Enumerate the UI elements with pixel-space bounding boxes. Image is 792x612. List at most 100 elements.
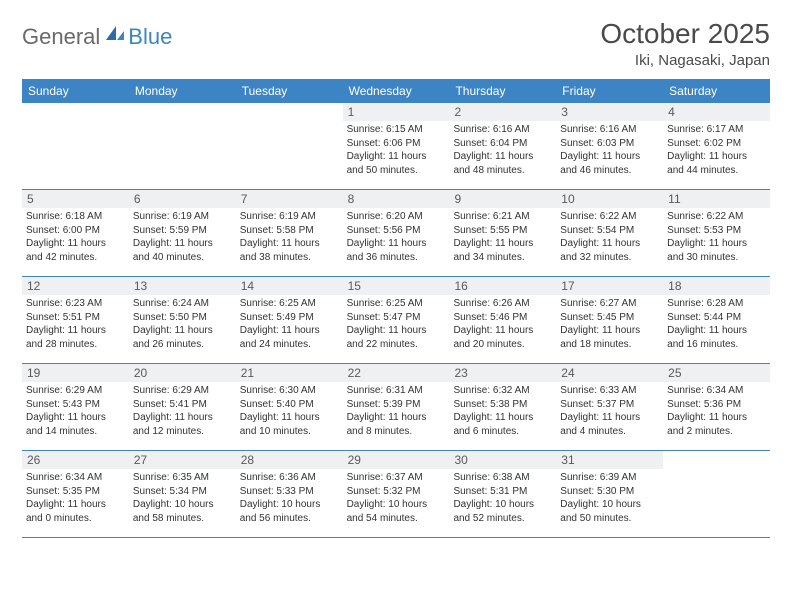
sunset-text: Sunset: 5:55 PM bbox=[453, 224, 552, 238]
sunrise-text: Sunrise: 6:38 AM bbox=[453, 471, 552, 485]
day-number: 23 bbox=[449, 364, 556, 382]
day-number bbox=[236, 103, 343, 121]
sunset-text: Sunset: 5:54 PM bbox=[560, 224, 659, 238]
day-cell: 28Sunrise: 6:36 AMSunset: 5:33 PMDayligh… bbox=[236, 451, 343, 537]
day-cell: 15Sunrise: 6:25 AMSunset: 5:47 PMDayligh… bbox=[343, 277, 450, 363]
day-cell: 3Sunrise: 6:16 AMSunset: 6:03 PMDaylight… bbox=[556, 103, 663, 189]
daylight-text-1: Daylight: 10 hours bbox=[347, 498, 446, 512]
sunrise-text: Sunrise: 6:28 AM bbox=[667, 297, 766, 311]
daylight-text-2: and 50 minutes. bbox=[560, 512, 659, 526]
sunrise-text: Sunrise: 6:17 AM bbox=[667, 123, 766, 137]
daylight-text-1: Daylight: 11 hours bbox=[240, 411, 339, 425]
day-body: Sunrise: 6:21 AMSunset: 5:55 PMDaylight:… bbox=[449, 208, 556, 268]
daylight-text-1: Daylight: 10 hours bbox=[240, 498, 339, 512]
daylight-text-1: Daylight: 11 hours bbox=[133, 237, 232, 251]
month-title: October 2025 bbox=[600, 18, 770, 50]
daylight-text-2: and 22 minutes. bbox=[347, 338, 446, 352]
day-cell: 26Sunrise: 6:34 AMSunset: 5:35 PMDayligh… bbox=[22, 451, 129, 537]
sunrise-text: Sunrise: 6:18 AM bbox=[26, 210, 125, 224]
sunset-text: Sunset: 5:47 PM bbox=[347, 311, 446, 325]
daylight-text-1: Daylight: 11 hours bbox=[453, 411, 552, 425]
daylight-text-2: and 6 minutes. bbox=[453, 425, 552, 439]
day-body: Sunrise: 6:22 AMSunset: 5:53 PMDaylight:… bbox=[663, 208, 770, 268]
day-number: 4 bbox=[663, 103, 770, 121]
daylight-text-1: Daylight: 11 hours bbox=[453, 237, 552, 251]
day-body: Sunrise: 6:16 AMSunset: 6:03 PMDaylight:… bbox=[556, 121, 663, 181]
daylight-text-2: and 58 minutes. bbox=[133, 512, 232, 526]
day-number: 10 bbox=[556, 190, 663, 208]
day-number bbox=[22, 103, 129, 121]
sunrise-text: Sunrise: 6:25 AM bbox=[347, 297, 446, 311]
day-number: 3 bbox=[556, 103, 663, 121]
sunset-text: Sunset: 5:56 PM bbox=[347, 224, 446, 238]
sunrise-text: Sunrise: 6:37 AM bbox=[347, 471, 446, 485]
daylight-text-1: Daylight: 11 hours bbox=[667, 150, 766, 164]
week-row: 12Sunrise: 6:23 AMSunset: 5:51 PMDayligh… bbox=[22, 277, 770, 364]
daylight-text-2: and 14 minutes. bbox=[26, 425, 125, 439]
day-number: 31 bbox=[556, 451, 663, 469]
day-body: Sunrise: 6:23 AMSunset: 5:51 PMDaylight:… bbox=[22, 295, 129, 355]
day-number: 18 bbox=[663, 277, 770, 295]
title-block: October 2025 Iki, Nagasaki, Japan bbox=[600, 18, 770, 69]
day-body: Sunrise: 6:35 AMSunset: 5:34 PMDaylight:… bbox=[129, 469, 236, 529]
sunset-text: Sunset: 5:59 PM bbox=[133, 224, 232, 238]
day-cell: 23Sunrise: 6:32 AMSunset: 5:38 PMDayligh… bbox=[449, 364, 556, 450]
sunrise-text: Sunrise: 6:19 AM bbox=[133, 210, 232, 224]
daylight-text-2: and 36 minutes. bbox=[347, 251, 446, 265]
sunrise-text: Sunrise: 6:22 AM bbox=[560, 210, 659, 224]
day-cell: 6Sunrise: 6:19 AMSunset: 5:59 PMDaylight… bbox=[129, 190, 236, 276]
day-cell: 20Sunrise: 6:29 AMSunset: 5:41 PMDayligh… bbox=[129, 364, 236, 450]
daylight-text-2: and 42 minutes. bbox=[26, 251, 125, 265]
daylight-text-1: Daylight: 11 hours bbox=[26, 498, 125, 512]
daylight-text-1: Daylight: 11 hours bbox=[667, 237, 766, 251]
day-cell: 1Sunrise: 6:15 AMSunset: 6:06 PMDaylight… bbox=[343, 103, 450, 189]
daylight-text-2: and 28 minutes. bbox=[26, 338, 125, 352]
day-cell: 22Sunrise: 6:31 AMSunset: 5:39 PMDayligh… bbox=[343, 364, 450, 450]
day-number: 14 bbox=[236, 277, 343, 295]
day-cell: 16Sunrise: 6:26 AMSunset: 5:46 PMDayligh… bbox=[449, 277, 556, 363]
weekday-wednesday: Wednesday bbox=[343, 79, 450, 103]
calendar-body: 1Sunrise: 6:15 AMSunset: 6:06 PMDaylight… bbox=[22, 103, 770, 538]
day-number: 20 bbox=[129, 364, 236, 382]
daylight-text-2: and 30 minutes. bbox=[667, 251, 766, 265]
day-cell: 12Sunrise: 6:23 AMSunset: 5:51 PMDayligh… bbox=[22, 277, 129, 363]
sunset-text: Sunset: 5:35 PM bbox=[26, 485, 125, 499]
sunrise-text: Sunrise: 6:22 AM bbox=[667, 210, 766, 224]
daylight-text-1: Daylight: 11 hours bbox=[667, 411, 766, 425]
daylight-text-1: Daylight: 11 hours bbox=[453, 324, 552, 338]
day-cell: 13Sunrise: 6:24 AMSunset: 5:50 PMDayligh… bbox=[129, 277, 236, 363]
week-row: 26Sunrise: 6:34 AMSunset: 5:35 PMDayligh… bbox=[22, 451, 770, 538]
day-cell: 31Sunrise: 6:39 AMSunset: 5:30 PMDayligh… bbox=[556, 451, 663, 537]
sunset-text: Sunset: 5:34 PM bbox=[133, 485, 232, 499]
day-body: Sunrise: 6:22 AMSunset: 5:54 PMDaylight:… bbox=[556, 208, 663, 268]
sunrise-text: Sunrise: 6:21 AM bbox=[453, 210, 552, 224]
daylight-text-2: and 20 minutes. bbox=[453, 338, 552, 352]
sunset-text: Sunset: 5:38 PM bbox=[453, 398, 552, 412]
sunset-text: Sunset: 5:40 PM bbox=[240, 398, 339, 412]
day-body: Sunrise: 6:33 AMSunset: 5:37 PMDaylight:… bbox=[556, 382, 663, 442]
day-cell: 11Sunrise: 6:22 AMSunset: 5:53 PMDayligh… bbox=[663, 190, 770, 276]
daylight-text-2: and 24 minutes. bbox=[240, 338, 339, 352]
day-cell: 7Sunrise: 6:19 AMSunset: 5:58 PMDaylight… bbox=[236, 190, 343, 276]
logo-text-blue: Blue bbox=[128, 24, 172, 50]
empty-cell bbox=[129, 103, 236, 189]
day-cell: 30Sunrise: 6:38 AMSunset: 5:31 PMDayligh… bbox=[449, 451, 556, 537]
day-number: 16 bbox=[449, 277, 556, 295]
day-number: 27 bbox=[129, 451, 236, 469]
day-cell: 17Sunrise: 6:27 AMSunset: 5:45 PMDayligh… bbox=[556, 277, 663, 363]
empty-cell bbox=[22, 103, 129, 189]
daylight-text-2: and 10 minutes. bbox=[240, 425, 339, 439]
daylight-text-1: Daylight: 11 hours bbox=[133, 411, 232, 425]
logo: General Blue bbox=[22, 18, 172, 50]
daylight-text-1: Daylight: 11 hours bbox=[240, 324, 339, 338]
sunset-text: Sunset: 5:33 PM bbox=[240, 485, 339, 499]
daylight-text-1: Daylight: 11 hours bbox=[26, 324, 125, 338]
day-body: Sunrise: 6:28 AMSunset: 5:44 PMDaylight:… bbox=[663, 295, 770, 355]
day-number: 2 bbox=[449, 103, 556, 121]
week-row: 19Sunrise: 6:29 AMSunset: 5:43 PMDayligh… bbox=[22, 364, 770, 451]
day-number bbox=[129, 103, 236, 121]
sunset-text: Sunset: 5:58 PM bbox=[240, 224, 339, 238]
sunrise-text: Sunrise: 6:16 AM bbox=[453, 123, 552, 137]
sunrise-text: Sunrise: 6:33 AM bbox=[560, 384, 659, 398]
empty-cell bbox=[236, 103, 343, 189]
